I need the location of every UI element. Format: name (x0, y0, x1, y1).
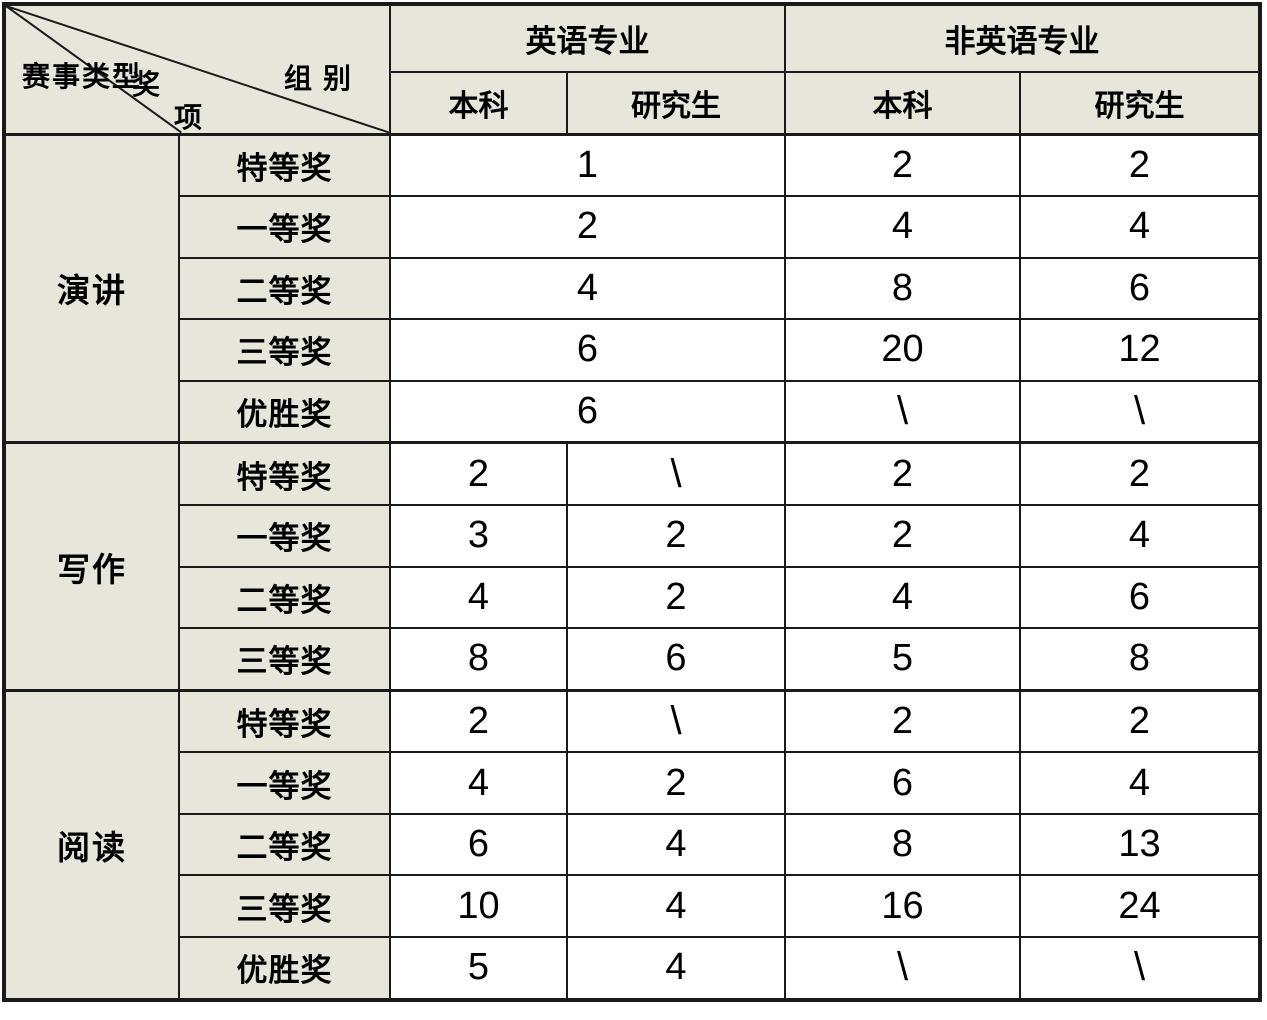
group-header-english-major: 英语专业 (389, 3, 786, 73)
value-cell: 12 (1019, 318, 1261, 382)
table-row: 一等奖 2 4 4 (4, 195, 1261, 259)
value-cell: 4 (1019, 751, 1261, 815)
value-cell: 4 (1019, 504, 1261, 568)
value-cell: 8 (784, 812, 1021, 877)
value-cell: 2 (1019, 441, 1261, 507)
award-label: 一等奖 (178, 751, 391, 815)
value-cell: 4 (566, 812, 786, 877)
value-cell: 8 (1019, 627, 1261, 692)
value-cell: 16 (784, 874, 1021, 938)
value-cell: 6 (389, 318, 786, 382)
award-label: 优胜奖 (178, 935, 391, 1002)
award-label: 特等奖 (178, 132, 391, 198)
value-cell: 2 (566, 751, 786, 815)
value-cell: 8 (784, 256, 1021, 321)
value-cell: 13 (1019, 812, 1261, 877)
award-label: 特等奖 (178, 688, 391, 754)
table-row: 三等奖 8 6 5 8 (4, 627, 1261, 692)
value-cell: 4 (389, 256, 786, 321)
table-body: 演讲 特等奖 1 2 2 一等奖 2 4 4 二等奖 4 8 6 三等奖 6 20 12 优胜奖 6 \ \ 写作 特等奖 2… (3, 132, 1261, 1002)
empty-slash-cell: \ (1019, 935, 1261, 1002)
award-label: 一等奖 (178, 504, 391, 568)
value-cell: 2 (784, 441, 1021, 507)
award-label: 二等奖 (178, 256, 391, 321)
value-cell: 4 (784, 195, 1021, 259)
table-row: 三等奖 10 4 16 24 (4, 874, 1261, 938)
value-cell: 2 (389, 441, 568, 507)
section-label: 写作 (3, 441, 180, 692)
value-cell: 2 (389, 195, 786, 259)
table-row: 一等奖 3 2 2 4 (4, 504, 1261, 568)
section-label: 阅读 (3, 688, 180, 1001)
award-label: 优胜奖 (178, 379, 391, 444)
empty-slash-cell: \ (1019, 379, 1261, 444)
empty-slash-cell: \ (784, 379, 1021, 444)
diagonal-divider-lines (6, 6, 389, 133)
value-cell: 24 (1019, 874, 1261, 938)
table-row: 二等奖 4 2 4 6 (4, 565, 1261, 630)
award-label: 二等奖 (178, 812, 391, 877)
empty-slash-cell: \ (566, 441, 786, 507)
value-cell: 4 (784, 565, 1021, 630)
value-cell: 4 (566, 935, 786, 1002)
award-label: 三等奖 (178, 318, 391, 382)
value-cell: 2 (784, 504, 1021, 568)
subheader-english-undergraduate: 本科 (389, 71, 568, 135)
section-label: 演讲 (3, 132, 180, 444)
header-subgroup-row: 本科 研究生 本科 研究生 (4, 71, 1261, 135)
award-label: 三等奖 (178, 874, 391, 938)
value-cell: 5 (389, 935, 568, 1002)
table-row: 二等奖 4 8 6 (4, 256, 1261, 321)
corner-header-cell: 赛事类型 奖 项 组 别 (3, 3, 391, 135)
value-cell: 2 (566, 565, 786, 630)
corner-label-award-char1: 奖 (132, 70, 161, 101)
award-label: 二等奖 (178, 565, 391, 630)
value-cell: 6 (389, 379, 786, 444)
table-row: 演讲 特等奖 1 2 2 (3, 132, 1261, 444)
table-row: 二等奖 6 4 8 13 (4, 812, 1261, 877)
empty-slash-cell: \ (566, 688, 786, 754)
value-cell: 2 (1019, 132, 1261, 198)
award-label: 特等奖 (178, 441, 391, 507)
value-cell: 5 (784, 627, 1021, 692)
table-row: 写作 特等奖 2 \ 2 2 (3, 441, 1261, 692)
value-cell: 4 (566, 874, 786, 938)
table-row: 三等奖 6 20 12 (4, 318, 1261, 382)
value-cell: 3 (389, 504, 568, 568)
value-cell: 4 (1019, 195, 1261, 259)
table-row: 一等奖 4 2 6 4 (4, 751, 1261, 815)
value-cell: 2 (1019, 688, 1261, 754)
value-cell: 8 (389, 627, 568, 692)
subheader-english-graduate: 研究生 (566, 71, 786, 135)
value-cell: 6 (389, 812, 568, 877)
subheader-non-english-graduate: 研究生 (1019, 71, 1261, 135)
value-cell: 6 (1019, 565, 1261, 630)
award-label: 三等奖 (178, 627, 391, 692)
value-cell: 2 (784, 132, 1021, 198)
value-cell: 10 (389, 874, 568, 938)
value-cell: 2 (784, 688, 1021, 754)
group-header-non-english-major: 非英语专业 (784, 3, 1261, 73)
value-cell: 4 (389, 565, 568, 630)
value-cell: 4 (389, 751, 568, 815)
value-cell: 2 (389, 688, 568, 754)
table-row: 阅读 特等奖 2 \ 2 2 (3, 688, 1261, 1001)
subheader-non-english-undergraduate: 本科 (784, 71, 1021, 135)
corner-label-award-char2: 项 (174, 103, 203, 134)
table-row: 优胜奖 5 4 \ \ (4, 935, 1261, 1002)
header-group-row: 赛事类型 奖 项 组 别 英语专业 非英语专业 (3, 3, 1261, 135)
value-cell: 6 (784, 751, 1021, 815)
corner-label-event-type: 赛事类型 (22, 62, 143, 93)
value-cell: 1 (389, 132, 786, 198)
value-cell: 20 (784, 318, 1021, 382)
value-cell: 2 (566, 504, 786, 568)
value-cell: 6 (1019, 256, 1261, 321)
table-row: 优胜奖 6 \ \ (4, 379, 1261, 444)
empty-slash-cell: \ (784, 935, 1021, 1002)
award-table: 赛事类型 奖 项 组 别 英语专业 非英语专业 本科 研究生 本科 研究生 演讲… (2, 2, 1262, 1002)
award-label: 一等奖 (178, 195, 391, 259)
corner-label-group: 组 别 (284, 64, 354, 95)
value-cell: 6 (566, 627, 786, 692)
